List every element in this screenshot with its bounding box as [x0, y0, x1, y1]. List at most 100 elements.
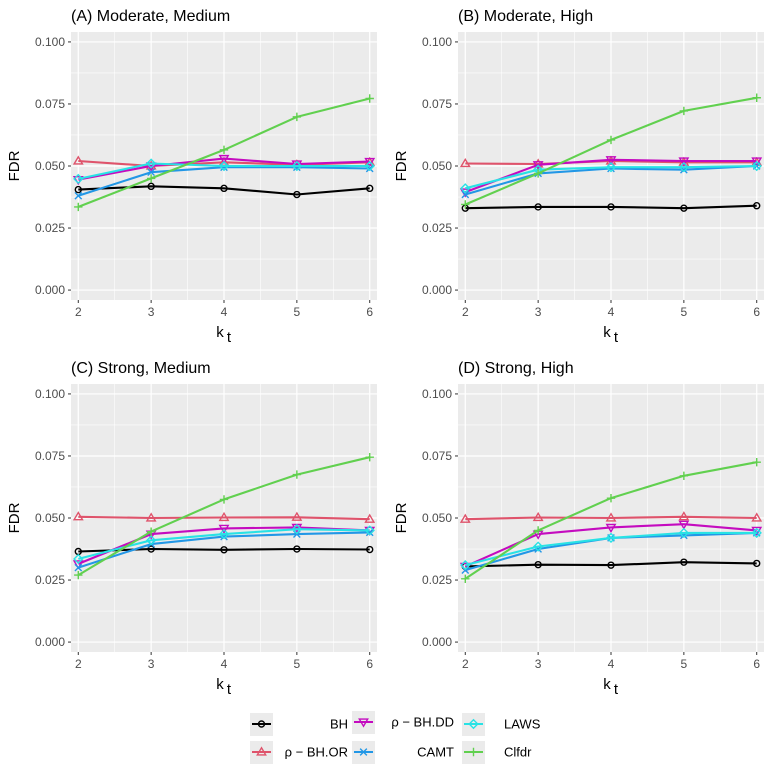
y-axis-title: FDR: [393, 150, 410, 181]
data-point-bh: [753, 559, 761, 568]
series-clfdr: [74, 94, 374, 212]
data-point-laws: [291, 523, 303, 535]
data-point-clfdr: [752, 457, 761, 467]
series-line-laws: [78, 162, 370, 180]
data-point-laws: [678, 162, 690, 173]
y-tick-label: 0.000: [422, 283, 452, 297]
x-tick-label: 6: [366, 305, 373, 319]
data-point-dd: [605, 156, 617, 166]
series-line-oracle: [78, 515, 370, 521]
x-axis-title-subscript: t: [614, 681, 619, 698]
y-tick-label: 0.050: [35, 511, 65, 525]
y-tick-label: 0.100: [422, 387, 452, 401]
panel-d-title: (D) Strong, High: [458, 360, 574, 377]
data-point-oracle: [532, 511, 544, 522]
data-point-clfdr: [606, 135, 616, 145]
series-clfdr: [74, 453, 374, 580]
y-tick-label: 0.025: [422, 573, 452, 587]
legend-key-marker: [359, 748, 368, 756]
data-point-oracle: [459, 157, 471, 168]
y-tick-label: 0.025: [35, 221, 65, 235]
x-axis-title: k: [216, 324, 224, 341]
data-point-laws: [460, 183, 471, 194]
panel-b-title: (B) Moderate, High: [458, 8, 593, 25]
y-tick-label: 0.075: [35, 97, 65, 111]
y-tick-label: 0.050: [422, 511, 452, 525]
data-point-bh: [293, 545, 301, 553]
legend-item-laws: LAWS: [462, 713, 541, 736]
data-point-bh: [534, 203, 542, 211]
series-line-dd: [464, 523, 757, 568]
x-axis-title-subscript: t: [227, 681, 232, 698]
data-point-clfdr: [219, 145, 229, 155]
legend-item-camt: CAMT: [352, 741, 454, 764]
legend-key-marker: [358, 718, 369, 728]
y-tick-label: 0.100: [35, 387, 65, 401]
x-tick-label: 2: [75, 657, 82, 671]
legend-key-marker: [256, 746, 267, 756]
series-line-oracle: [465, 515, 757, 521]
data-point-laws: [605, 532, 617, 544]
data-point-oracle: [72, 155, 84, 165]
data-point-oracle: [364, 513, 376, 523]
x-tick-label: 3: [148, 305, 155, 319]
series-bh: [461, 202, 761, 212]
data-point-bh: [74, 185, 82, 194]
x-tick-label: 5: [294, 657, 301, 671]
data-point-dd: [678, 520, 690, 530]
series-line-bh: [465, 204, 757, 210]
legend-label: BH: [330, 717, 348, 732]
data-point-bh: [607, 561, 615, 569]
panel-a-title: (A) Moderate, Medium: [71, 8, 230, 25]
y-tick-label: 0.075: [422, 449, 452, 463]
data-point-oracle: [532, 158, 544, 168]
data-point-clfdr: [219, 495, 229, 504]
x-axis-title: k: [216, 676, 224, 693]
data-point-laws: [291, 160, 303, 172]
data-point-camt: [147, 168, 155, 177]
data-point-laws: [218, 160, 230, 172]
y-tick-label: 0.025: [35, 573, 65, 587]
y-tick-label: 0.000: [35, 283, 65, 297]
data-point-laws: [73, 553, 84, 565]
data-point-bh: [366, 184, 374, 193]
data-point-dd: [751, 157, 763, 167]
y-axis-title: FDR: [6, 502, 23, 533]
series-laws: [460, 160, 762, 194]
y-tick-label: 0.025: [422, 221, 452, 235]
y-tick-label: 0.050: [422, 159, 452, 173]
panel-a: (A) Moderate, Medium 0.000 0.025 0.050 0.07…: [6, 8, 377, 346]
legend-label: LAWS: [504, 717, 541, 732]
legend-item-oracle: ρ − BH.OR: [250, 741, 348, 764]
data-point-clfdr: [533, 169, 543, 178]
data-point-bh: [607, 203, 615, 211]
data-point-bh: [366, 545, 374, 554]
data-point-oracle: [751, 512, 763, 522]
data-point-oracle: [218, 511, 230, 522]
data-point-bh: [534, 560, 542, 569]
data-point-camt: [461, 190, 470, 199]
data-point-oracle: [459, 513, 471, 523]
data-point-bh: [147, 545, 155, 553]
data-point-bh: [753, 202, 761, 210]
series-line-oracle: [465, 159, 757, 166]
data-point-laws: [364, 160, 375, 172]
x-axis-title: k: [603, 676, 611, 693]
x-tick-label: 4: [221, 305, 228, 319]
series-clfdr: [461, 457, 761, 583]
series-laws: [73, 158, 375, 185]
y-tick-label: 0.075: [35, 449, 65, 463]
x-tick-label: 2: [462, 657, 469, 671]
data-point-clfdr: [365, 453, 374, 462]
data-point-clfdr: [74, 570, 83, 580]
x-tick-label: 3: [535, 305, 542, 319]
data-point-laws: [751, 527, 762, 539]
data-point-bh: [680, 558, 688, 566]
data-point-oracle: [291, 511, 303, 521]
legend: BH ρ − BH.OR ρ − BH.DD CAMT LAWS Clfdr: [245, 708, 563, 768]
data-point-bh: [220, 546, 228, 554]
series-clfdr: [461, 93, 761, 209]
data-point-clfdr: [74, 202, 83, 212]
data-point-dd: [605, 523, 617, 534]
data-point-laws: [532, 541, 544, 552]
